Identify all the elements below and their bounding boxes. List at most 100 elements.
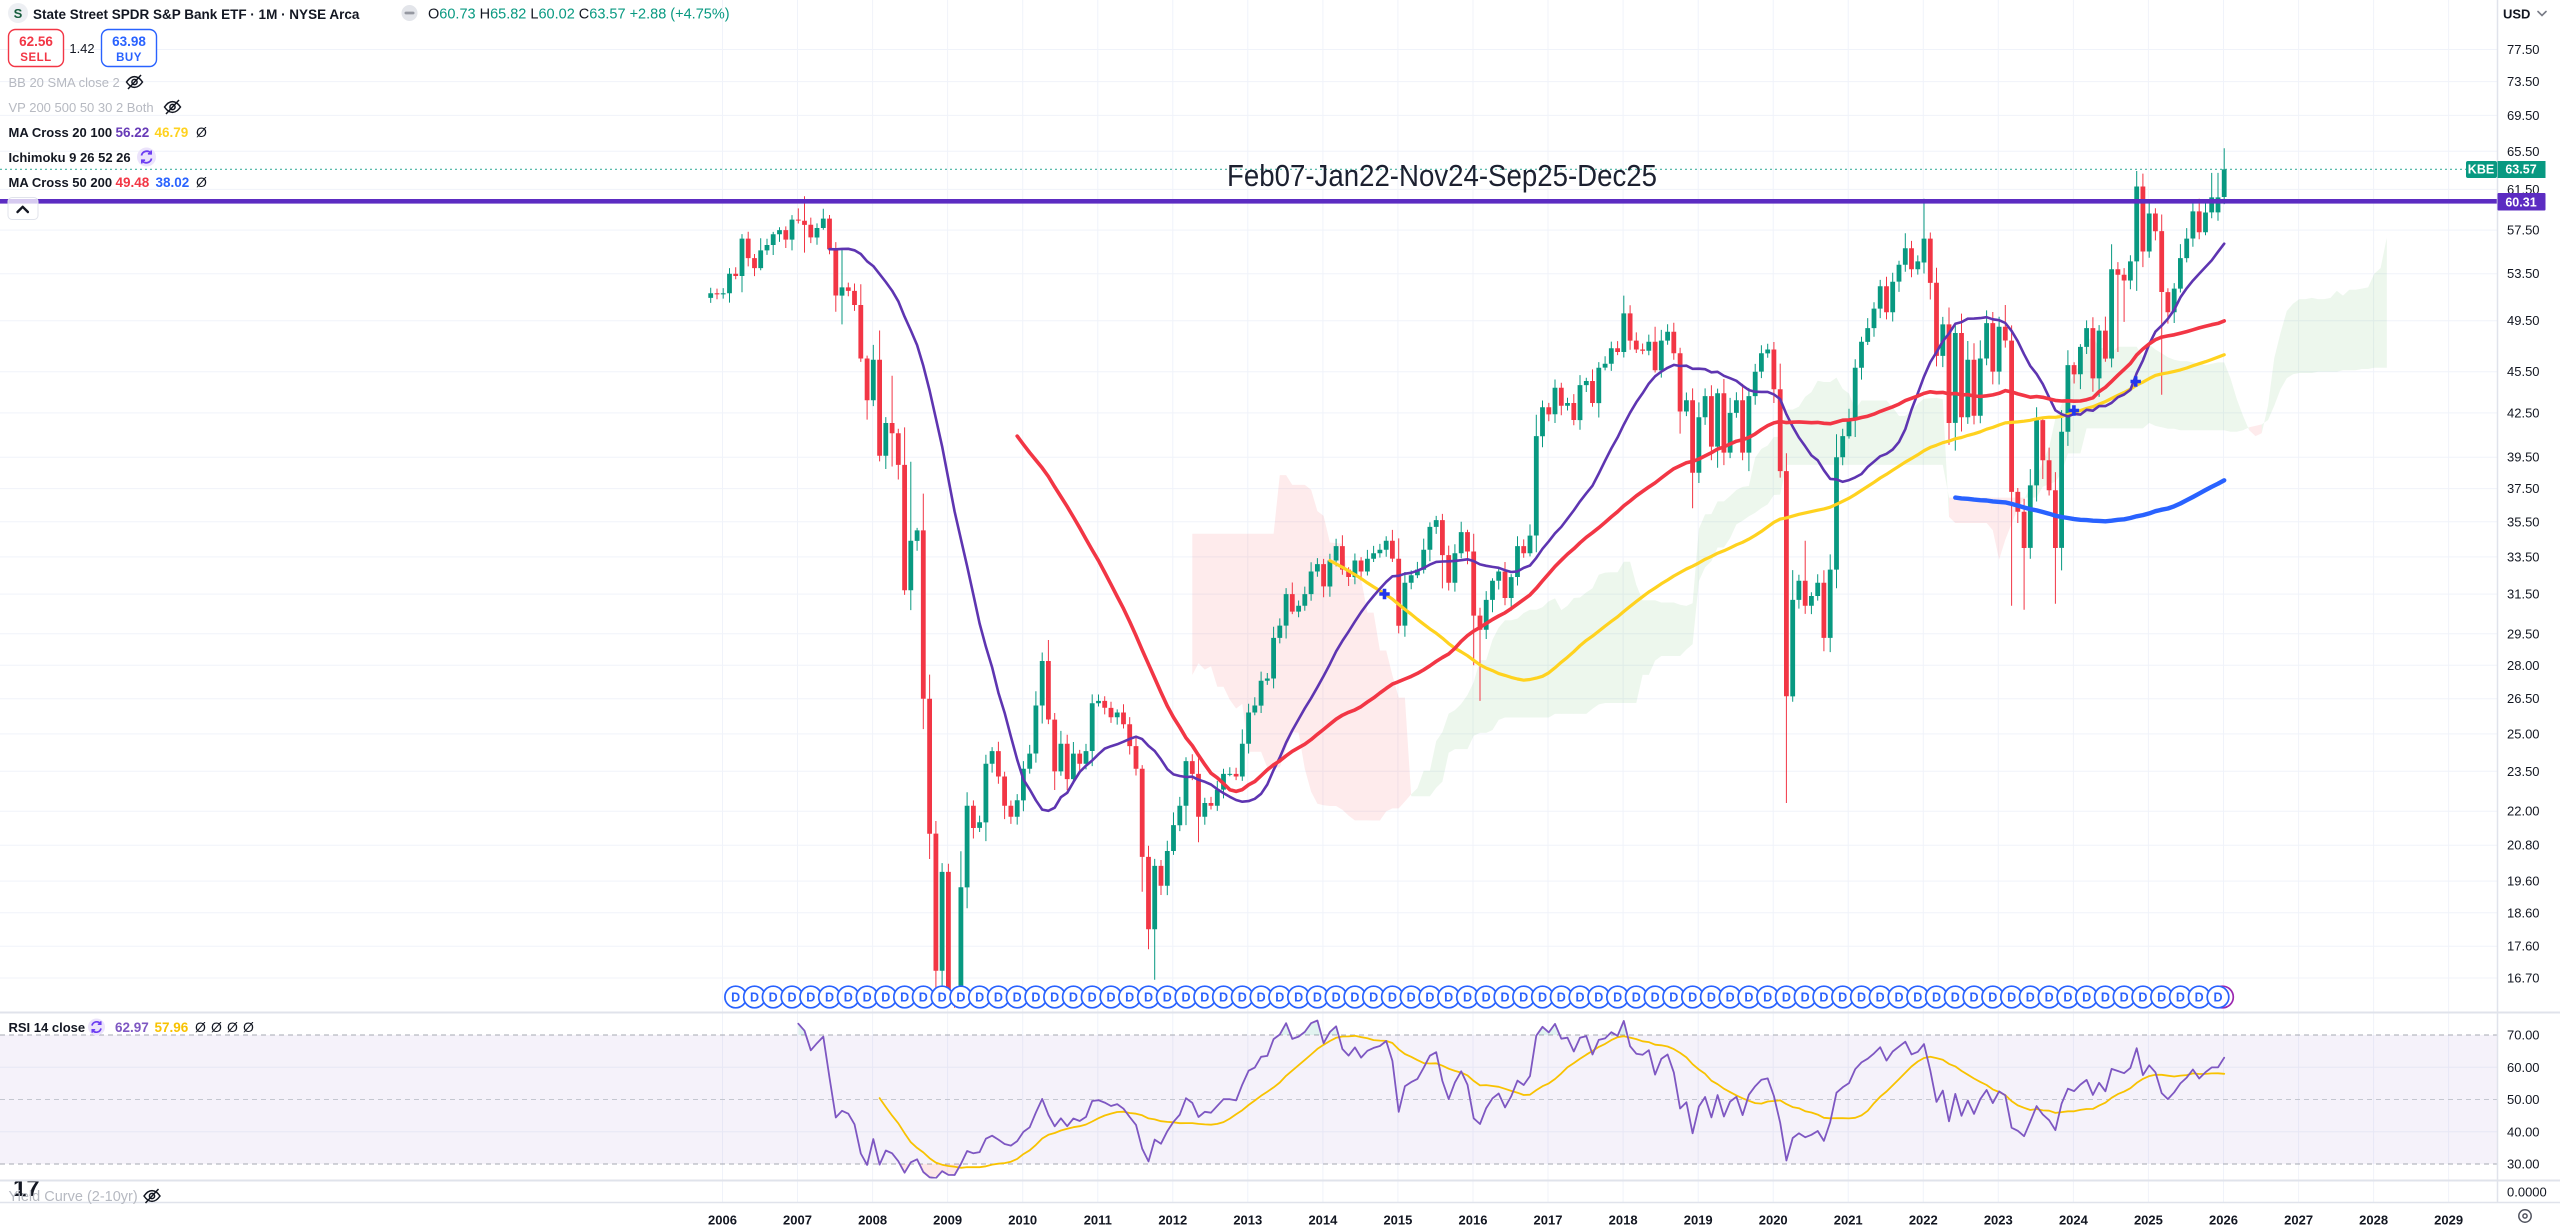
- svg-text:2018: 2018: [1609, 1213, 1638, 1228]
- svg-text:57.50: 57.50: [2507, 223, 2540, 238]
- svg-text:56.22: 56.22: [116, 125, 150, 140]
- svg-text:D: D: [1407, 991, 1416, 1005]
- svg-text:D: D: [1200, 991, 1209, 1005]
- svg-text:16.70: 16.70: [2507, 971, 2540, 986]
- svg-text:53.50: 53.50: [2507, 266, 2540, 281]
- svg-text:D: D: [750, 991, 759, 1005]
- svg-text:D: D: [1313, 991, 1322, 1005]
- svg-text:BB 20 SMA close 2: BB 20 SMA close 2: [9, 75, 120, 90]
- svg-text:Feb07-Jan22-Nov24-Sep25-Dec25: Feb07-Jan22-Nov24-Sep25-Dec25: [1227, 158, 1657, 193]
- svg-text:D: D: [1181, 991, 1190, 1005]
- svg-text:D: D: [1594, 991, 1603, 1005]
- svg-text:D: D: [881, 991, 890, 1005]
- svg-text:D: D: [1125, 991, 1134, 1005]
- svg-text:73.50: 73.50: [2507, 74, 2540, 89]
- svg-text:38.02: 38.02: [156, 175, 190, 190]
- svg-text:23.50: 23.50: [2507, 764, 2540, 779]
- svg-text:19.60: 19.60: [2507, 874, 2540, 889]
- svg-text:RSI 14 close: RSI 14 close: [9, 1020, 86, 1035]
- svg-text:D: D: [1763, 991, 1772, 1005]
- svg-text:D: D: [1257, 991, 1266, 1005]
- svg-text:D: D: [1782, 991, 1791, 1005]
- svg-text:2009: 2009: [933, 1213, 962, 1228]
- svg-text:D: D: [806, 991, 815, 1005]
- svg-text:D: D: [1050, 991, 1059, 1005]
- svg-text:D: D: [1744, 991, 1753, 1005]
- svg-text:D: D: [1632, 991, 1641, 1005]
- svg-text:2014: 2014: [1308, 1213, 1338, 1228]
- svg-text:D: D: [1463, 991, 1472, 1005]
- svg-text:60.00: 60.00: [2507, 1060, 2540, 1075]
- svg-text:37.50: 37.50: [2507, 481, 2540, 496]
- svg-text:D: D: [2082, 991, 2091, 1005]
- svg-text:State Street SPDR S&P Bank ETF: State Street SPDR S&P Bank ETF · 1M · NY…: [33, 7, 360, 22]
- svg-text:D: D: [863, 991, 872, 1005]
- svg-text:2011: 2011: [1084, 1213, 1112, 1228]
- svg-text:45.50: 45.50: [2507, 364, 2540, 379]
- svg-text:D: D: [1669, 991, 1678, 1005]
- svg-text:Ø: Ø: [227, 1019, 238, 1035]
- svg-text:D: D: [1144, 991, 1153, 1005]
- svg-text:22.00: 22.00: [2507, 804, 2540, 819]
- svg-text:17.60: 17.60: [2507, 939, 2540, 954]
- svg-text:KBE: KBE: [2468, 163, 2494, 177]
- svg-text:D: D: [2026, 991, 2035, 1005]
- svg-text:D: D: [938, 991, 947, 1005]
- svg-text:D: D: [1482, 991, 1491, 1005]
- svg-text:29.50: 29.50: [2507, 626, 2540, 641]
- svg-text:D: D: [1932, 991, 1941, 1005]
- svg-text:D: D: [769, 991, 778, 1005]
- svg-text:18.60: 18.60: [2507, 905, 2540, 920]
- svg-text:42.50: 42.50: [2507, 405, 2540, 420]
- svg-text:S: S: [14, 6, 23, 21]
- svg-text:33.50: 33.50: [2507, 549, 2540, 564]
- svg-text:D: D: [2195, 991, 2204, 1005]
- svg-text:2023: 2023: [1984, 1213, 2013, 1228]
- svg-text:2029: 2029: [2434, 1213, 2463, 1228]
- svg-text:D: D: [1219, 991, 1228, 1005]
- svg-text:39.50: 39.50: [2507, 450, 2540, 465]
- svg-text:Ichimoku 9 26 52 26: Ichimoku 9 26 52 26: [9, 150, 131, 165]
- svg-text:D: D: [1613, 991, 1622, 1005]
- svg-text:63.57: 63.57: [2505, 163, 2536, 177]
- svg-text:USD: USD: [2503, 7, 2530, 22]
- svg-text:D: D: [1238, 991, 1247, 1005]
- svg-text:2026: 2026: [2209, 1213, 2238, 1228]
- svg-text:28.00: 28.00: [2507, 658, 2540, 673]
- svg-text:30.00: 30.00: [2507, 1157, 2540, 1172]
- svg-text:D: D: [956, 991, 965, 1005]
- svg-text:D: D: [1969, 991, 1978, 1005]
- svg-text:20.80: 20.80: [2507, 838, 2540, 853]
- svg-text:2025: 2025: [2134, 1213, 2163, 1228]
- svg-text:D: D: [1444, 991, 1453, 1005]
- svg-text:63.98: 63.98: [112, 34, 146, 49]
- svg-text:D: D: [2007, 991, 2016, 1005]
- svg-text:49.50: 49.50: [2507, 313, 2540, 328]
- svg-text:Yield Curve (2-10yr): Yield Curve (2-10yr): [9, 1189, 138, 1205]
- svg-text:2021: 2021: [1834, 1213, 1863, 1228]
- svg-text:D: D: [2157, 991, 2166, 1005]
- svg-text:2008: 2008: [858, 1213, 887, 1228]
- svg-text:0.0000: 0.0000: [2507, 1185, 2547, 1200]
- svg-text:D: D: [919, 991, 928, 1005]
- svg-text:MA Cross 20 100: MA Cross 20 100: [9, 125, 113, 140]
- svg-text:50.00: 50.00: [2507, 1092, 2540, 1107]
- svg-text:Ø: Ø: [196, 124, 207, 140]
- svg-text:D: D: [1913, 991, 1922, 1005]
- svg-text:D: D: [1163, 991, 1172, 1005]
- svg-text:2022: 2022: [1909, 1213, 1938, 1228]
- svg-text:Ø: Ø: [196, 174, 207, 190]
- svg-text:D: D: [2101, 991, 2110, 1005]
- svg-text:17: 17: [13, 1175, 40, 1202]
- svg-text:D: D: [1538, 991, 1547, 1005]
- svg-text:D: D: [1726, 991, 1735, 1005]
- svg-text:D: D: [2213, 991, 2222, 1005]
- svg-text:2024: 2024: [2059, 1213, 2089, 1228]
- svg-text:MA Cross 50 200: MA Cross 50 200: [9, 175, 113, 190]
- svg-text:2027: 2027: [2284, 1213, 2313, 1228]
- svg-text:25.00: 25.00: [2507, 726, 2540, 741]
- svg-text:D: D: [2120, 991, 2129, 1005]
- svg-text:D: D: [1294, 991, 1303, 1005]
- svg-text:D: D: [1332, 991, 1341, 1005]
- svg-text:2007: 2007: [783, 1213, 812, 1228]
